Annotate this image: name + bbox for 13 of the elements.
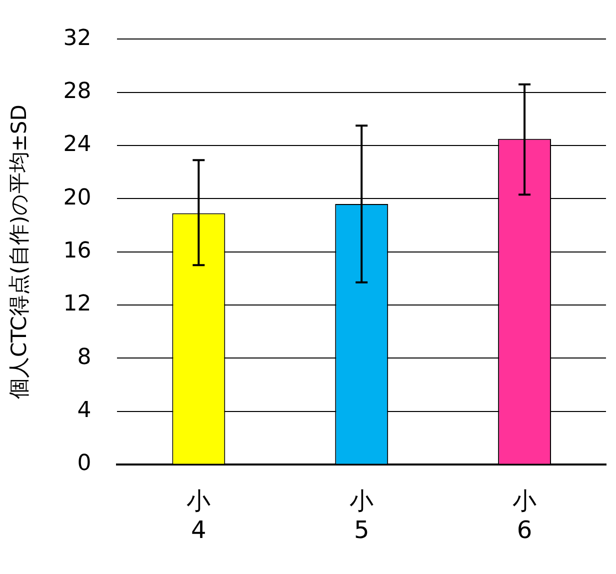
x-tick-label: 小5 bbox=[350, 487, 374, 544]
y-tick-label: 20 bbox=[63, 185, 92, 210]
y-tick-label: 8 bbox=[77, 344, 92, 370]
y-tick-label: 4 bbox=[77, 398, 92, 423]
x-tick-label: 小4 bbox=[186, 487, 211, 544]
y-tick-label: 32 bbox=[63, 26, 92, 51]
y-tick-label: 28 bbox=[63, 79, 92, 104]
y-tick-label: 12 bbox=[63, 292, 92, 317]
y-axis-title: 個人CTC得点(自作)の平均±SD bbox=[7, 104, 32, 400]
y-tick-label: 0 bbox=[77, 451, 92, 476]
y-tick-label: 24 bbox=[63, 132, 92, 158]
x-tick-label: 小6 bbox=[512, 487, 537, 544]
y-tick-label: 16 bbox=[63, 238, 92, 264]
